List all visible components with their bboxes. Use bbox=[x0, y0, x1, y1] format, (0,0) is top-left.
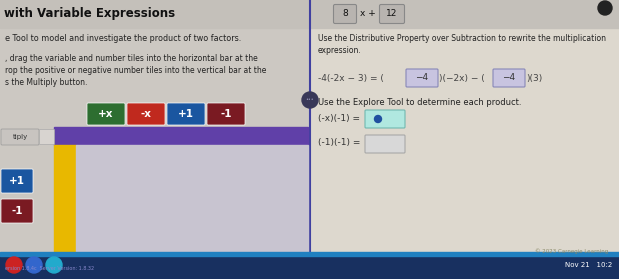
Bar bbox=[0, 252, 619, 256]
Text: Nov 21   10:2: Nov 21 10:2 bbox=[565, 262, 612, 268]
Text: (-x)(-1) =: (-x)(-1) = bbox=[318, 114, 360, 122]
Circle shape bbox=[302, 92, 318, 108]
FancyBboxPatch shape bbox=[87, 103, 125, 125]
Text: −4: −4 bbox=[415, 73, 428, 83]
Bar bbox=[0, 256, 619, 279]
Text: 8: 8 bbox=[342, 9, 348, 18]
Text: +1: +1 bbox=[178, 109, 194, 119]
Text: −4: −4 bbox=[503, 73, 516, 83]
Bar bbox=[0, 0, 310, 279]
Text: -x: -x bbox=[141, 109, 152, 119]
Text: tiply: tiply bbox=[12, 134, 28, 140]
Text: +1: +1 bbox=[9, 176, 25, 186]
Circle shape bbox=[6, 257, 22, 273]
FancyBboxPatch shape bbox=[365, 110, 405, 128]
Text: x +: x + bbox=[360, 9, 376, 18]
FancyBboxPatch shape bbox=[365, 135, 405, 153]
FancyBboxPatch shape bbox=[127, 103, 165, 125]
Bar bbox=[54, 145, 76, 257]
Text: expression.: expression. bbox=[318, 46, 361, 55]
Text: ersion 1.8.4c  Server Version: 1.8.32: ersion 1.8.4c Server Version: 1.8.32 bbox=[5, 266, 94, 271]
Text: -1: -1 bbox=[11, 206, 23, 216]
Text: +x: +x bbox=[98, 109, 114, 119]
Text: -1: -1 bbox=[220, 109, 232, 119]
Circle shape bbox=[598, 1, 612, 15]
FancyBboxPatch shape bbox=[1, 129, 39, 145]
Bar bbox=[0, 0, 619, 28]
Text: (-1)(-1) =: (-1)(-1) = bbox=[318, 138, 360, 148]
FancyBboxPatch shape bbox=[493, 69, 525, 87]
Text: -4(-2x − 3) = (: -4(-2x − 3) = ( bbox=[318, 73, 387, 83]
Text: Use the Distributive Property over Subtraction to rewrite the multiplication: Use the Distributive Property over Subtr… bbox=[318, 34, 606, 43]
FancyBboxPatch shape bbox=[40, 129, 54, 145]
Text: 12: 12 bbox=[386, 9, 397, 18]
FancyBboxPatch shape bbox=[1, 199, 33, 223]
Text: rop the positive or negative number tiles into the vertical bar at the: rop the positive or negative number tile… bbox=[5, 66, 266, 75]
Text: )(−2x) − (: )(−2x) − ( bbox=[439, 73, 488, 83]
FancyBboxPatch shape bbox=[1, 169, 33, 193]
FancyBboxPatch shape bbox=[207, 103, 245, 125]
Circle shape bbox=[46, 257, 62, 273]
Text: Use the Explore Tool to determine each product.: Use the Explore Tool to determine each p… bbox=[318, 98, 521, 107]
Circle shape bbox=[374, 116, 381, 122]
FancyBboxPatch shape bbox=[406, 69, 438, 87]
Bar bbox=[310, 0, 619, 279]
Bar bbox=[54, 127, 308, 145]
Bar bbox=[76, 145, 308, 257]
FancyBboxPatch shape bbox=[334, 4, 357, 23]
Text: •••: ••• bbox=[306, 97, 314, 102]
Text: , drag the variable and number tiles into the horizontal bar at the: , drag the variable and number tiles int… bbox=[5, 54, 258, 63]
Text: with Variable Expressions: with Variable Expressions bbox=[4, 8, 175, 20]
Text: )(3): )(3) bbox=[526, 73, 542, 83]
Text: © 2023 Carnegie Learning: © 2023 Carnegie Learning bbox=[535, 248, 608, 254]
Text: e Tool to model and investigate the product of two factors.: e Tool to model and investigate the prod… bbox=[5, 34, 241, 43]
Circle shape bbox=[26, 257, 42, 273]
FancyBboxPatch shape bbox=[379, 4, 404, 23]
Text: s the Multiply button.: s the Multiply button. bbox=[5, 78, 87, 87]
FancyBboxPatch shape bbox=[167, 103, 205, 125]
